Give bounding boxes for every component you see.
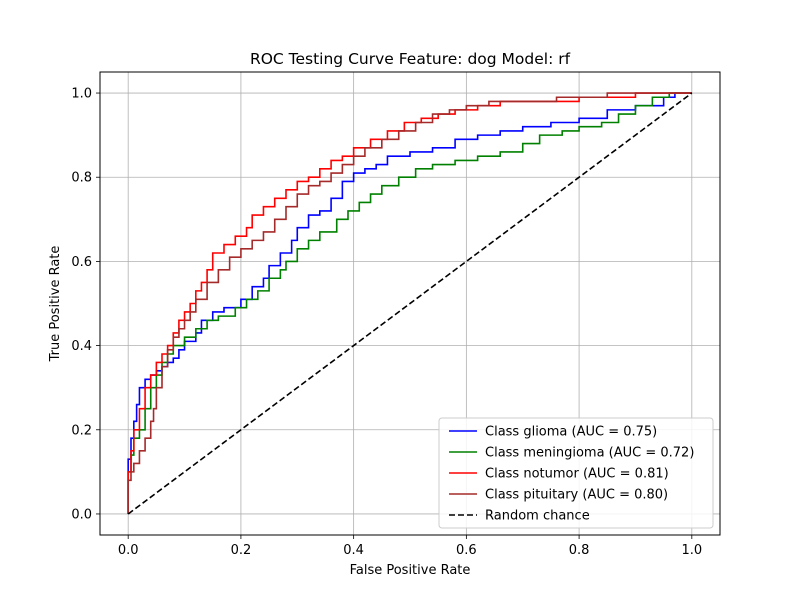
x-axis-label: False Positive Rate bbox=[350, 563, 471, 578]
y-axis-label: True Positive Rate bbox=[48, 246, 63, 363]
series-layer bbox=[127, 92, 693, 515]
y-tick-label: 0.8 bbox=[71, 171, 92, 186]
legend-label: Class meningioma (AUC = 0.72) bbox=[485, 446, 694, 461]
axes-frame bbox=[99, 71, 721, 536]
series-line-2 bbox=[127, 92, 692, 514]
legend-label: Random chance bbox=[485, 509, 590, 524]
legend-box bbox=[438, 417, 714, 529]
x-tick-label: 0.8 bbox=[569, 543, 590, 558]
series-line-3 bbox=[127, 92, 692, 514]
legend-label: Class notumor (AUC = 0.81) bbox=[485, 467, 669, 482]
series-line-4 bbox=[127, 92, 693, 515]
series-line-1 bbox=[127, 92, 692, 514]
chart-title: ROC Testing Curve Feature: dog Model: rf bbox=[250, 50, 571, 68]
x-tick-label: 1.0 bbox=[681, 543, 702, 558]
tick-layer: 0.0 0.2 0.4 0.6 0.8 1.0 0.0 0.2 0.4 0.6 0.8 1.0 bbox=[71, 87, 702, 558]
x-tick-label: 0.4 bbox=[343, 543, 364, 558]
y-tick-label: 0.4 bbox=[71, 339, 92, 354]
y-tick-label: 0.2 bbox=[71, 423, 92, 438]
x-tick-label: 0.2 bbox=[231, 543, 252, 558]
x-tick-label: 0.6 bbox=[456, 543, 477, 558]
y-tick-label: 0.6 bbox=[71, 255, 92, 270]
x-tick-label: 0.0 bbox=[118, 543, 139, 558]
legend-label: Class glioma (AUC = 0.75) bbox=[485, 425, 657, 440]
legend: Class glioma (AUC = 0.75) Class meningiom… bbox=[438, 417, 714, 529]
legend-label: Class pituitary (AUC = 0.80) bbox=[485, 488, 668, 503]
y-tick-label: 1.0 bbox=[71, 87, 92, 102]
y-tick-label: 0.0 bbox=[71, 507, 92, 522]
